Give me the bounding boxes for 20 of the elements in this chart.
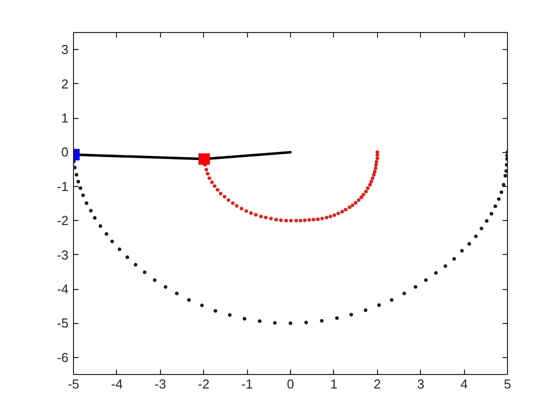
y-tick-label: -4 [56, 282, 69, 296]
x-tick-label: -3 [154, 376, 166, 392]
y-tick-label: -3 [56, 247, 69, 262]
y-tick-label: -1 [56, 178, 69, 194]
x-tick-label: 4 [460, 376, 468, 392]
y-tick-label: -5 [56, 316, 69, 331]
y-tick-label: 2 [61, 76, 69, 92]
x-tick-label: -2 [198, 376, 210, 392]
x-tick-label: 0 [286, 376, 294, 392]
x-tick-label: 5 [504, 376, 512, 392]
y-tick-label: 1 [61, 110, 69, 126]
x-tick-label: 2 [374, 376, 381, 392]
x-tick-label: -4 [111, 376, 123, 392]
y-tick-label: -2 [56, 213, 69, 228]
y-tick-label: -6 [56, 350, 69, 365]
x-tick-label: 3 [417, 376, 424, 392]
y-tick-label: 0 [61, 144, 69, 160]
y-tick-label: 3 [61, 42, 69, 58]
x-tick-label: 1 [330, 376, 338, 392]
x-tick-label: -1 [241, 376, 253, 392]
